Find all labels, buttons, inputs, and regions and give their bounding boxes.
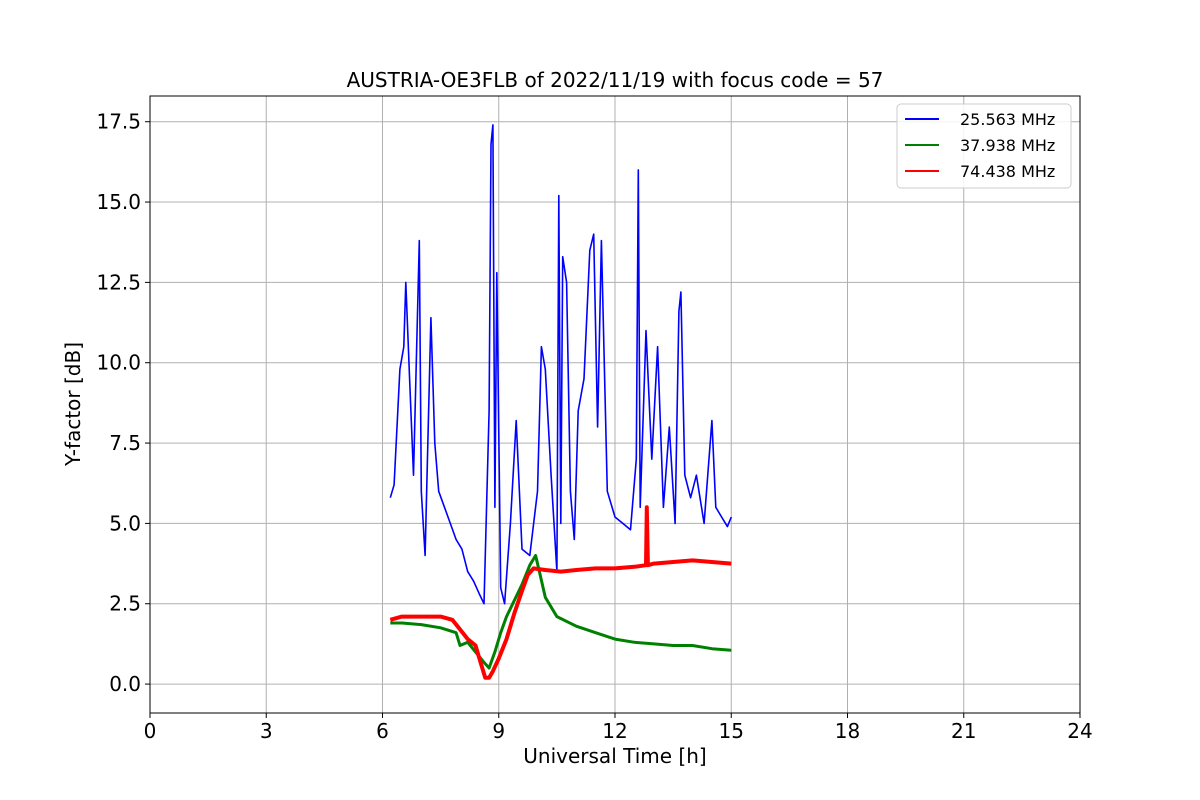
legend-box <box>896 103 1072 189</box>
x-tick-label: 3 <box>260 719 273 743</box>
y-tick-label: 7.5 <box>109 431 141 455</box>
y-axis-label: Y-factor [dB] <box>61 342 85 467</box>
x-tick-label: 24 <box>1067 719 1092 743</box>
x-tick-label: 21 <box>951 719 976 743</box>
series-line-74-438-mhz <box>389 505 732 680</box>
x-tick-label: 18 <box>835 719 860 743</box>
y-tick-label: 17.5 <box>96 110 141 134</box>
legend-label-series-2: 37.938 MHz <box>960 136 1055 155</box>
y-tick-label: 5.0 <box>109 511 141 535</box>
y-tick-label: 10.0 <box>96 351 141 375</box>
x-tick-label: 9 <box>492 719 505 743</box>
x-tick-label: 15 <box>719 719 744 743</box>
series-line-37-938-mhz <box>390 554 732 670</box>
y-tick-label: 0.0 <box>109 672 141 696</box>
chart-title: AUSTRIA-OE3FLB of 2022/11/19 with focus … <box>347 68 884 92</box>
x-tick-label: 0 <box>144 719 157 743</box>
axis-ticks: 0 3 6 9 12 15 18 21 24 0.0 2.5 5.0 7.5 10.0 12.5 15.0 17… <box>96 110 1092 743</box>
x-axis-label: Universal Time [h] <box>523 744 706 768</box>
legend-label-series-1: 25.563 MHz <box>960 110 1055 129</box>
legend-label-series-3: 74.438 MHz <box>960 162 1055 181</box>
y-tick-label: 15.0 <box>96 190 141 214</box>
data-series <box>389 124 733 680</box>
y-tick-label: 2.5 <box>109 592 141 616</box>
y-tick-label: 12.5 <box>96 270 141 294</box>
x-tick-label: 6 <box>376 719 389 743</box>
x-tick-label: 12 <box>602 719 627 743</box>
legend: 25.563 MHz 37.938 MHz 74.438 MHz <box>896 103 1072 189</box>
